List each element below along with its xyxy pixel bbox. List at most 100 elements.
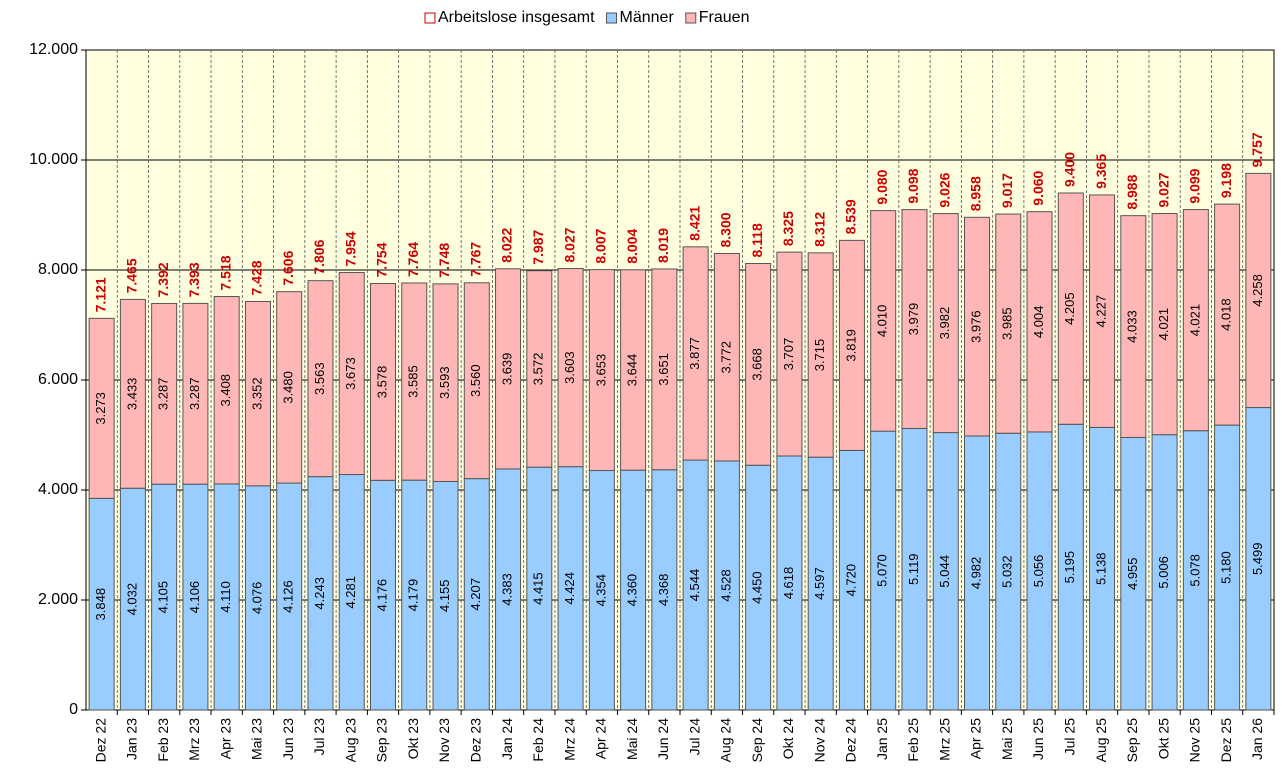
bar-segment — [244, 300, 271, 487]
x-tick-label: Nov 24 — [811, 718, 827, 763]
value-label: 4.106 — [187, 581, 202, 614]
bar-segment — [182, 483, 209, 711]
value-label: 3.433 — [124, 378, 139, 411]
x-tick-label: Sep 25 — [1124, 718, 1140, 763]
value-label: 4.105 — [156, 581, 171, 614]
value-label: 4.176 — [374, 579, 389, 612]
value-label: 4.227 — [1093, 295, 1108, 328]
total-label: 8.325 — [780, 211, 796, 246]
value-label: 3.673 — [343, 357, 358, 390]
bar-segment — [870, 210, 897, 432]
legend-swatch — [606, 12, 618, 24]
total-label: 9.198 — [1218, 163, 1234, 198]
total-label: 9.027 — [1155, 172, 1171, 207]
bar-segment — [1026, 431, 1053, 711]
bar-segment — [807, 252, 834, 458]
value-label: 4.354 — [593, 574, 608, 607]
value-label: 5.195 — [1062, 551, 1077, 584]
bar-segment — [1182, 430, 1209, 711]
value-label: 4.528 — [718, 569, 733, 602]
x-tick-label: Feb 23 — [155, 718, 171, 762]
value-label: 4.383 — [499, 573, 514, 606]
bar-segment — [119, 298, 146, 489]
x-tick-label: Aug 24 — [718, 718, 734, 763]
value-label: 3.273 — [93, 392, 108, 425]
bar-segment — [713, 460, 740, 711]
value-label: 3.639 — [499, 353, 514, 386]
value-label: 4.258 — [1250, 274, 1265, 307]
total-label: 9.060 — [1030, 170, 1046, 205]
bar-segment — [1057, 423, 1084, 711]
bar-segment — [838, 239, 865, 451]
x-tick-label: Dez 22 — [92, 718, 108, 763]
bar-segment — [745, 464, 772, 711]
legend-label: Männer — [620, 9, 675, 26]
x-tick-label: Jul 24 — [686, 718, 702, 756]
bar-segment — [1151, 434, 1178, 711]
value-label: 4.021 — [1156, 308, 1171, 341]
bar-segment — [963, 435, 991, 711]
value-label: 3.560 — [468, 364, 483, 397]
total-label: 7.518 — [217, 255, 233, 290]
value-label: 3.819 — [843, 329, 858, 362]
value-label: 3.593 — [437, 366, 452, 399]
x-tick-label: Jan 26 — [1249, 718, 1265, 760]
value-label: 4.955 — [1125, 557, 1140, 590]
total-label: 9.098 — [905, 168, 921, 203]
bar-segment — [463, 282, 490, 480]
value-label: 3.287 — [187, 378, 202, 411]
total-label: 7.392 — [155, 262, 171, 297]
total-label: 7.393 — [186, 262, 202, 297]
value-label: 4.544 — [687, 569, 702, 602]
x-tick-label: Feb 25 — [905, 718, 921, 762]
bar-segment — [463, 478, 490, 711]
value-label: 3.653 — [593, 354, 608, 387]
value-label: 5.138 — [1093, 552, 1108, 585]
value-label: 4.033 — [1125, 310, 1140, 343]
total-label: 7.806 — [311, 239, 327, 274]
total-label: 8.300 — [718, 212, 734, 247]
value-label: 4.415 — [531, 572, 546, 605]
total-label: 7.428 — [249, 260, 265, 295]
x-tick-label: Jul 23 — [311, 718, 327, 756]
bar-segment — [682, 459, 709, 711]
y-tick-label: 6.000 — [38, 371, 78, 388]
bar-segment — [151, 302, 178, 485]
x-tick-label: Okt 23 — [405, 718, 421, 759]
value-label: 4.179 — [406, 579, 421, 612]
x-tick-label: Apr 25 — [968, 718, 984, 759]
bar-segment — [307, 476, 334, 711]
bar-segment — [870, 430, 897, 711]
value-label: 5.070 — [875, 554, 890, 587]
value-label: 4.424 — [562, 572, 577, 605]
total-label: 7.767 — [467, 242, 483, 277]
bar-segment — [526, 270, 553, 468]
bar-segment — [1182, 209, 1209, 432]
total-label: 8.312 — [811, 212, 827, 247]
bar-segment — [963, 216, 991, 437]
bar-segment — [838, 449, 865, 711]
x-tick-label: Mrz 25 — [936, 718, 952, 761]
x-tick-label: Nov 23 — [436, 718, 452, 763]
total-label: 8.022 — [499, 228, 515, 263]
value-label: 4.450 — [750, 571, 765, 604]
legend-swatch — [685, 12, 697, 24]
value-label: 3.651 — [656, 353, 671, 386]
total-label: 8.004 — [624, 229, 640, 264]
x-tick-label: Apr 23 — [217, 718, 233, 759]
bar-segment — [401, 479, 428, 711]
bar-segment — [776, 251, 803, 457]
total-label: 9.080 — [874, 169, 890, 204]
bar-segment — [401, 282, 428, 481]
bar-segment — [307, 280, 334, 478]
value-label: 3.585 — [406, 365, 421, 398]
bar-segment — [432, 480, 459, 711]
x-tick-label: Dez 23 — [467, 718, 483, 763]
bar-segment — [932, 213, 959, 434]
total-label: 9.026 — [936, 172, 952, 207]
y-tick-label: 8.000 — [38, 261, 78, 278]
bar-segment — [1089, 426, 1116, 711]
value-label: 3.480 — [281, 371, 296, 404]
x-tick-label: Jan 24 — [499, 718, 515, 760]
total-label: 7.987 — [530, 229, 546, 264]
